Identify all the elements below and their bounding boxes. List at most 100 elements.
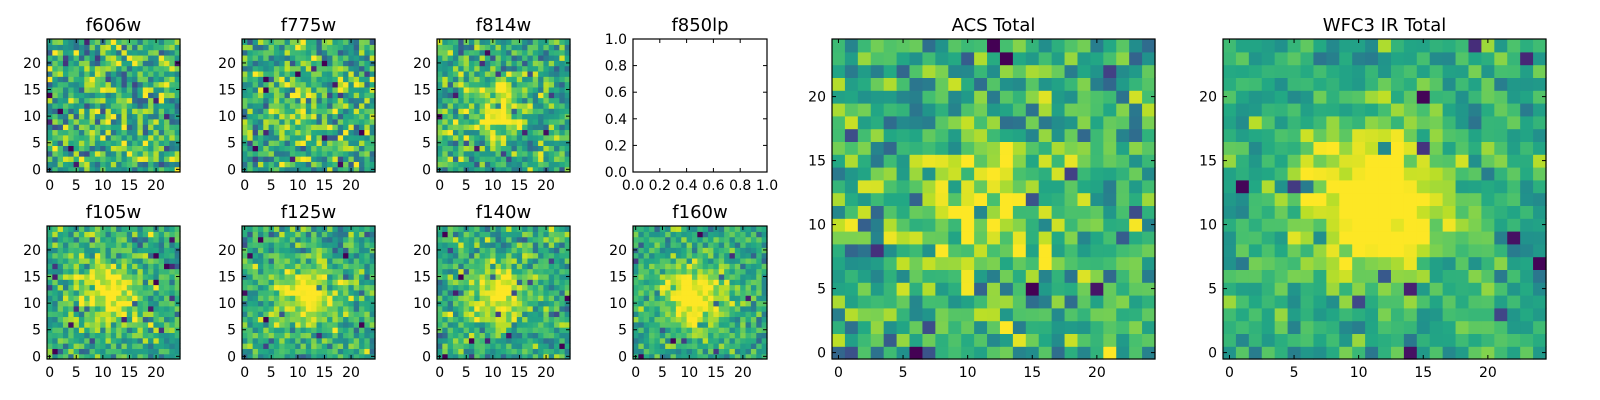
pixel <box>174 150 181 157</box>
pixel <box>516 268 523 275</box>
pixel <box>68 113 75 120</box>
pixel <box>681 348 688 355</box>
pixel <box>1090 346 1104 360</box>
x-tick-label: 5 <box>658 365 667 381</box>
pixel <box>343 118 349 125</box>
pixel <box>681 257 688 264</box>
pixel <box>675 268 682 275</box>
pixel <box>832 269 846 283</box>
pixel <box>121 60 128 67</box>
pixel <box>479 118 486 125</box>
pixel <box>148 241 154 248</box>
pixel <box>702 284 709 291</box>
pixel <box>169 49 176 56</box>
pixel <box>516 92 523 99</box>
pixel <box>158 257 165 264</box>
pixel <box>73 86 80 93</box>
pixel <box>559 118 566 125</box>
pixel <box>522 321 529 328</box>
pixel <box>279 332 286 339</box>
pixel <box>321 273 328 280</box>
pixel <box>697 284 704 291</box>
pixel <box>359 81 365 88</box>
pixel <box>468 76 475 83</box>
pixel <box>490 241 497 248</box>
pixel <box>337 327 344 333</box>
pixel <box>1103 269 1117 283</box>
pixel <box>522 231 529 238</box>
pixel <box>164 247 170 254</box>
pixel <box>686 311 693 318</box>
pixel <box>761 311 768 318</box>
pixel <box>745 241 752 248</box>
pixel <box>273 273 280 280</box>
x-tick-label: 0.0 <box>622 178 644 194</box>
pixel <box>364 60 371 67</box>
pixel <box>548 108 555 115</box>
pixel <box>359 273 365 280</box>
pixel <box>548 226 555 232</box>
pixel <box>543 337 550 344</box>
pixel <box>300 92 307 99</box>
pixel <box>538 156 544 162</box>
x-tick-label: 15 <box>316 178 334 194</box>
pixel <box>359 236 365 243</box>
pixel <box>1051 320 1066 334</box>
pixel <box>311 39 318 45</box>
pixel <box>110 226 117 232</box>
pixel <box>343 327 349 333</box>
pixel <box>548 353 555 360</box>
pixel <box>73 124 80 131</box>
pixel <box>158 321 165 328</box>
pixel <box>268 124 275 131</box>
pixel <box>284 295 291 302</box>
pixel <box>321 241 328 248</box>
pixel <box>327 145 334 152</box>
pixel <box>359 44 365 51</box>
pixel <box>247 113 254 120</box>
pixel <box>62 252 69 259</box>
pixel <box>437 156 443 162</box>
pixel <box>659 279 666 286</box>
pixel <box>729 353 736 360</box>
pixel <box>353 327 360 333</box>
pixel <box>132 321 139 328</box>
pixel <box>353 166 360 173</box>
pixel <box>305 348 312 355</box>
pixel <box>126 263 133 270</box>
pixel <box>273 161 280 168</box>
pixel <box>559 305 566 312</box>
pixel <box>263 300 270 307</box>
pixel <box>169 300 176 307</box>
pixel <box>548 39 555 45</box>
pixel <box>73 316 80 323</box>
pixel <box>1129 218 1143 232</box>
pixel <box>974 231 988 245</box>
pixel <box>327 263 334 270</box>
pixel <box>532 39 539 45</box>
pixel <box>479 348 486 355</box>
pixel <box>289 102 296 109</box>
pixel <box>289 305 296 312</box>
pixel <box>832 243 846 258</box>
pixel <box>158 70 165 77</box>
pixel <box>543 65 550 72</box>
pixel <box>364 231 371 238</box>
pixel <box>474 321 481 328</box>
pixel <box>935 256 949 270</box>
pixel <box>137 337 144 344</box>
pixel <box>353 263 360 270</box>
pixel <box>327 348 334 355</box>
pixel <box>94 54 101 61</box>
pixel <box>295 311 302 318</box>
pixel <box>174 129 181 136</box>
x-tick-label: 5 <box>72 178 81 194</box>
pixel <box>500 150 507 157</box>
pixel <box>691 273 698 280</box>
pixel <box>142 129 149 136</box>
pixel <box>564 49 571 56</box>
pixel <box>137 284 144 291</box>
pixel <box>300 76 307 83</box>
pixel <box>490 145 497 152</box>
pixel <box>311 353 318 360</box>
